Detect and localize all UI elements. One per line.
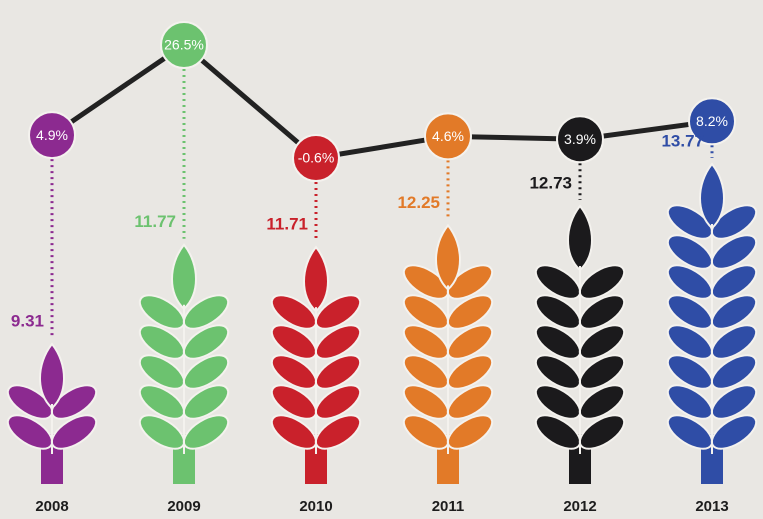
year-label: 2009 xyxy=(167,498,200,515)
year-label: 2013 xyxy=(695,498,728,515)
value-label: 12.25 xyxy=(397,193,440,212)
wheat-tip xyxy=(435,223,461,291)
wheat-bar xyxy=(666,162,758,484)
growth-marker xyxy=(160,21,208,69)
year-label: 2008 xyxy=(35,498,68,515)
year-label: 2012 xyxy=(563,498,596,515)
wheat-tip xyxy=(699,162,725,230)
growth-label: 8.2% xyxy=(696,113,728,129)
wheat-bar xyxy=(270,245,362,484)
wheat-tip xyxy=(39,342,65,410)
value-label: 12.73 xyxy=(529,173,572,192)
growth-label: 3.9% xyxy=(564,131,596,147)
value-label: 9.31 xyxy=(11,311,44,330)
growth-label: 4.6% xyxy=(432,128,464,144)
value-label: 13.77 xyxy=(661,131,704,150)
growth-label: 4.9% xyxy=(36,127,68,143)
growth-marker xyxy=(688,97,736,146)
wheat-bar xyxy=(534,204,626,484)
year-label: 2011 xyxy=(432,498,465,515)
year-label: 2010 xyxy=(299,498,332,515)
growth-marker xyxy=(292,134,340,182)
growth-marker xyxy=(556,115,604,164)
wheat-tip xyxy=(567,204,593,272)
growth-label: -0.6% xyxy=(298,150,335,166)
wheat-bar xyxy=(6,342,98,484)
wheat-bar xyxy=(138,243,230,484)
growth-line xyxy=(50,41,713,161)
wheat-bar xyxy=(402,223,494,484)
value-label: 11.71 xyxy=(266,215,308,234)
wheat-tip xyxy=(171,243,197,311)
growth-marker xyxy=(28,111,76,160)
growth-marker xyxy=(424,112,472,161)
value-label: 11.77 xyxy=(134,212,176,231)
wheat-tip xyxy=(303,245,329,313)
growth-label: 26.5% xyxy=(164,37,204,53)
